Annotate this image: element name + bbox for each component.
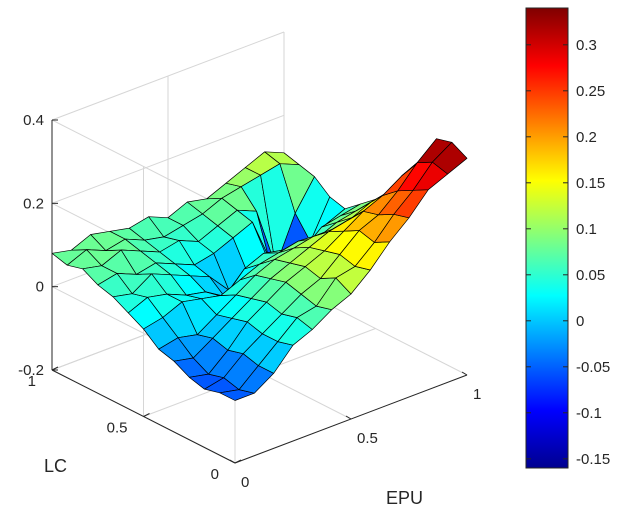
colorbar-tick-label: 0.2 [576, 129, 597, 146]
colorbar-tick-label: 0 [576, 313, 584, 330]
y-tick-mark [143, 413, 150, 417]
colorbar: -0.15 -0.1 -0.05 0 0.05 0.1 0.15 0.2 0.25 0.3 [525, 7, 610, 469]
z-tick-label: 0 [36, 279, 44, 296]
colorbar-tick-label: 0.3 [576, 37, 597, 54]
x-tick-label: 0.5 [357, 430, 378, 447]
y-tick-mark [51, 366, 59, 371]
z-tick-label: 0.4 [23, 112, 44, 129]
y-tick-label: 1 [28, 373, 36, 390]
x-axis-label: EPU [386, 488, 423, 508]
x-tick-mark [229, 459, 236, 464]
colorbar-ticks: -0.15 -0.1 -0.05 0 0.05 0.1 0.15 0.2 0.25 0.3 [526, 37, 610, 468]
colorbar-tick-label: -0.1 [576, 405, 602, 422]
y-tick-label: 0 [211, 466, 219, 483]
surface-mesh [51, 138, 468, 401]
surface-cell [432, 141, 468, 175]
colorbar-tick-label: 0.25 [576, 83, 605, 100]
colorbar-tick-label: 0.05 [576, 267, 605, 284]
y-tick-mark [234, 459, 242, 464]
colorbar-tick-label: -0.05 [576, 359, 610, 376]
colorbar-gradient [525, 7, 569, 469]
x-axis-ticks: 00.51 [229, 371, 481, 491]
z-tick-label: 0.2 [23, 195, 44, 212]
x-tick-mark [461, 371, 468, 376]
colorbar-tick-label: -0.15 [576, 451, 610, 468]
z-axis-ticks: -0.2 0 0.2 0.4 [18, 112, 58, 379]
y-axis-ticks: 00.51 [28, 366, 242, 483]
colorbar-tick-label: 0.15 [576, 175, 605, 192]
x-tick-label: 1 [473, 386, 481, 403]
colorbar-tick-label: 0.1 [576, 221, 597, 238]
x-tick-label: 0 [241, 474, 249, 491]
y-tick-label: 0.5 [107, 420, 128, 437]
y-axis-label: LC [44, 456, 67, 476]
z-tick-label: -0.2 [18, 362, 44, 379]
x-tick-mark [345, 415, 352, 420]
